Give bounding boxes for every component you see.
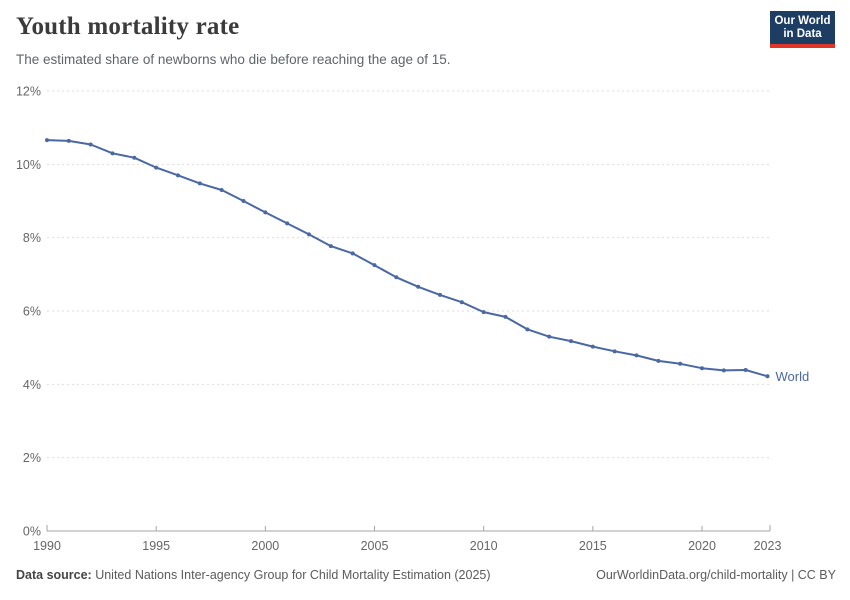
data-point-marker[interactable] xyxy=(438,292,442,297)
data-point-marker[interactable] xyxy=(263,210,268,215)
data-point-marker[interactable] xyxy=(700,366,704,371)
data-point-marker[interactable] xyxy=(132,155,137,160)
y-axis-tick-label: 10% xyxy=(16,158,41,172)
data-point-marker[interactable] xyxy=(416,284,421,289)
data-point-marker[interactable] xyxy=(612,349,617,354)
data-source-label: Data source: xyxy=(16,568,92,582)
x-axis-tick-label: 2023 xyxy=(754,539,782,553)
data-point-marker[interactable] xyxy=(45,138,49,143)
data-point-marker[interactable] xyxy=(569,339,573,344)
data-point-marker[interactable] xyxy=(307,232,311,237)
data-point-marker[interactable] xyxy=(328,244,333,249)
data-point-marker[interactable] xyxy=(547,334,552,339)
data-point-marker[interactable] xyxy=(197,181,202,186)
x-axis-tick-label: 2005 xyxy=(361,539,389,553)
chart-subtitle: The estimated share of newborns who die … xyxy=(16,52,451,67)
data-point-marker[interactable] xyxy=(765,374,770,379)
data-point-marker[interactable] xyxy=(634,353,639,358)
data-point-marker[interactable] xyxy=(285,221,290,226)
data-point-marker[interactable] xyxy=(481,310,486,315)
data-point-marker[interactable] xyxy=(219,188,224,192)
y-axis-tick-label: 8% xyxy=(23,231,41,245)
data-point-marker[interactable] xyxy=(743,368,748,373)
y-axis-tick-label: 0% xyxy=(23,525,41,539)
data-point-marker[interactable] xyxy=(176,173,180,178)
data-source-note: Data source: United Nations Inter-agency… xyxy=(16,568,491,582)
owid-logo-line1: Our World xyxy=(774,14,831,27)
x-axis-tick-label: 2010 xyxy=(470,539,498,553)
x-axis-tick-label: 1995 xyxy=(142,539,170,553)
footer-citation-link[interactable]: OurWorldinData.org/child-mortality | CC … xyxy=(596,568,836,582)
data-point-marker[interactable] xyxy=(678,361,683,366)
x-axis-tick-label: 1990 xyxy=(33,539,61,553)
y-axis-tick-label: 4% xyxy=(23,378,41,392)
x-axis-tick-label: 2000 xyxy=(251,539,279,553)
page-title: Youth mortality rate xyxy=(16,13,240,40)
data-point-marker[interactable] xyxy=(241,199,246,203)
data-point-marker[interactable] xyxy=(459,300,464,305)
data-source-text: United Nations Inter-agency Group for Ch… xyxy=(91,568,491,582)
owid-logo[interactable]: Our World in Data xyxy=(770,11,835,48)
series-end-label[interactable]: World xyxy=(776,369,810,384)
world-series-line[interactable] xyxy=(46,139,769,378)
data-point-marker[interactable] xyxy=(110,151,115,156)
x-axis-tick-label: 2015 xyxy=(579,539,607,553)
data-point-marker[interactable] xyxy=(656,358,661,363)
owid-logo-line2: in Data xyxy=(783,27,822,40)
y-axis-tick-label: 12% xyxy=(16,85,41,99)
data-point-marker[interactable] xyxy=(372,263,377,268)
data-point-marker[interactable] xyxy=(88,142,93,147)
data-point-marker[interactable] xyxy=(525,327,530,332)
y-axis-tick-label: 6% xyxy=(23,305,41,319)
y-axis-tick-label: 2% xyxy=(23,451,41,465)
data-point-marker[interactable] xyxy=(503,314,508,319)
data-point-marker[interactable] xyxy=(154,165,159,170)
x-axis-tick-label: 2020 xyxy=(688,539,716,553)
data-point-marker[interactable] xyxy=(394,275,399,280)
data-point-marker[interactable] xyxy=(590,344,595,349)
data-point-marker[interactable] xyxy=(721,368,726,373)
data-point-marker[interactable] xyxy=(350,251,355,256)
data-point-marker[interactable] xyxy=(66,138,71,143)
